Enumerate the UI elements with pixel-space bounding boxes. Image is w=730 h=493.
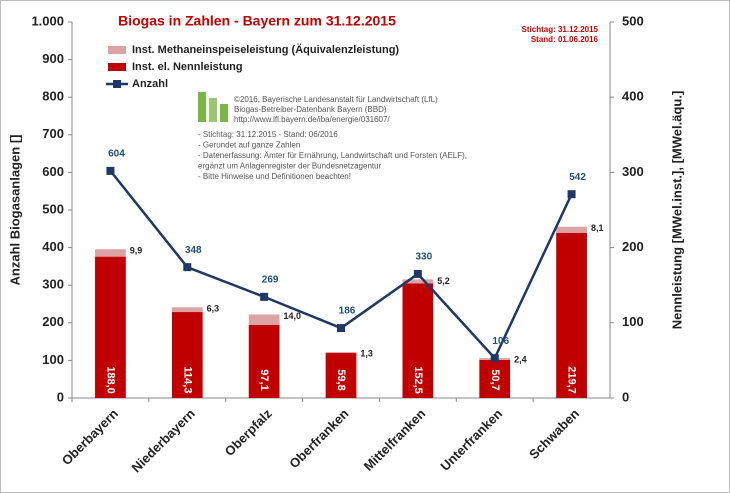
- bar: [479, 359, 511, 398]
- point-label: 604: [108, 149, 125, 160]
- chart-title: Biogas in Zahlen - Bayern zum 31.12.2015: [118, 13, 396, 29]
- bar-label: 5,2: [437, 276, 450, 286]
- point-label: 348: [185, 245, 202, 256]
- note-line: - Bitte Hinweise und Definitionen beacht…: [198, 172, 351, 181]
- legend-swatch: [108, 63, 126, 71]
- point-label: 106: [492, 336, 509, 347]
- y-tick-label: 100: [42, 352, 64, 367]
- bar: [402, 283, 434, 398]
- marker: [106, 166, 115, 175]
- point-label: 330: [416, 252, 433, 263]
- bar: [556, 226, 587, 233]
- bar-label: 97,1: [258, 369, 270, 390]
- y-tick-label: 600: [42, 164, 64, 179]
- marker: [183, 263, 192, 272]
- bar: [248, 314, 280, 325]
- stamp: Stand: 01.06.2016: [531, 35, 599, 44]
- legend-label: Inst. el. Nennleistung: [132, 61, 243, 73]
- source-line: http://www.lfl.bayern.de/iba/energie/031…: [234, 115, 390, 124]
- point-label: 269: [262, 274, 279, 285]
- bar-label: 1,3: [360, 348, 373, 358]
- y2-tick-label: 100: [622, 314, 644, 329]
- marker: [337, 324, 345, 333]
- bar: [248, 324, 280, 398]
- y-tick-label: 200: [42, 314, 64, 329]
- bar-label: 59,8: [335, 369, 347, 390]
- logo: [198, 92, 228, 122]
- bar: [325, 352, 357, 354]
- note-line: ergänzt um Anlagenregister der Bundesnet…: [198, 162, 382, 171]
- note-line: - Datenerfassung: Ämter für Ernährung, L…: [198, 151, 467, 160]
- source-line: ©2016, Bayerische Landesanstalt für Land…: [234, 95, 438, 104]
- bar-label: 188,0: [105, 366, 117, 394]
- bar: [95, 256, 126, 398]
- bar: [402, 279, 434, 284]
- y-tick-label: 800: [42, 89, 64, 104]
- marker: [567, 190, 576, 199]
- bar-label: 50,7: [489, 369, 501, 390]
- y-tick-label: 500: [42, 201, 64, 216]
- bar: [95, 249, 126, 257]
- marker: [413, 269, 422, 278]
- marker: [490, 354, 499, 363]
- point-label: 542: [569, 172, 586, 183]
- marker: [260, 292, 269, 301]
- legend-label: Inst. Methaneinspeiseleistung (Äquivalen…: [132, 43, 399, 56]
- bar-label: 6,3: [207, 304, 220, 314]
- bar: [171, 312, 203, 398]
- legend-swatch: [108, 46, 126, 54]
- note-line: - Stichtag: 31.12.2015 - Stand: 06/2016: [198, 130, 338, 139]
- legend-swatch: [113, 80, 121, 88]
- legend-label: Anzahl: [132, 78, 168, 90]
- bar-label: 2,4: [514, 354, 527, 364]
- bar-label: 9,9: [130, 246, 143, 256]
- y2-tick-label: 300: [622, 164, 644, 179]
- source-line: Biogas-Betreiber-Datenbank Bayern (BBD): [234, 105, 387, 114]
- bar-label: 152,5: [412, 366, 424, 394]
- y-tick-label: 900: [42, 51, 64, 66]
- y2-tick-label: 200: [622, 239, 644, 254]
- bar: [325, 353, 357, 398]
- point-label: 186: [339, 306, 356, 317]
- y2-tick-label: 400: [622, 89, 644, 104]
- y2-tick-label: 0: [622, 389, 629, 404]
- bar-label: 14,0: [284, 311, 302, 321]
- bar-label: 114,3: [181, 367, 193, 394]
- y2-axis-label: Nennleistung [MWel.inst.], [MWel.äqu.]: [669, 91, 684, 330]
- y-tick-label: 400: [42, 239, 64, 254]
- note-line: - Gerundet auf ganze Zahlen: [198, 141, 300, 150]
- bar: [556, 232, 587, 398]
- bar-label: 219,7: [566, 366, 578, 394]
- y-tick-label: 700: [42, 126, 64, 141]
- stamp: Stichtag: 31.12.2015: [522, 25, 599, 34]
- y-tick-label: 0: [57, 389, 64, 404]
- y2-tick-label: 500: [622, 13, 644, 28]
- y-tick-label: 1.000: [31, 13, 64, 28]
- bar: [171, 307, 203, 313]
- bar-label: 8,1: [591, 223, 604, 233]
- y-tick-label: 300: [42, 277, 64, 292]
- y-axis-label: Anzahl Biogasanlagen []: [7, 135, 22, 286]
